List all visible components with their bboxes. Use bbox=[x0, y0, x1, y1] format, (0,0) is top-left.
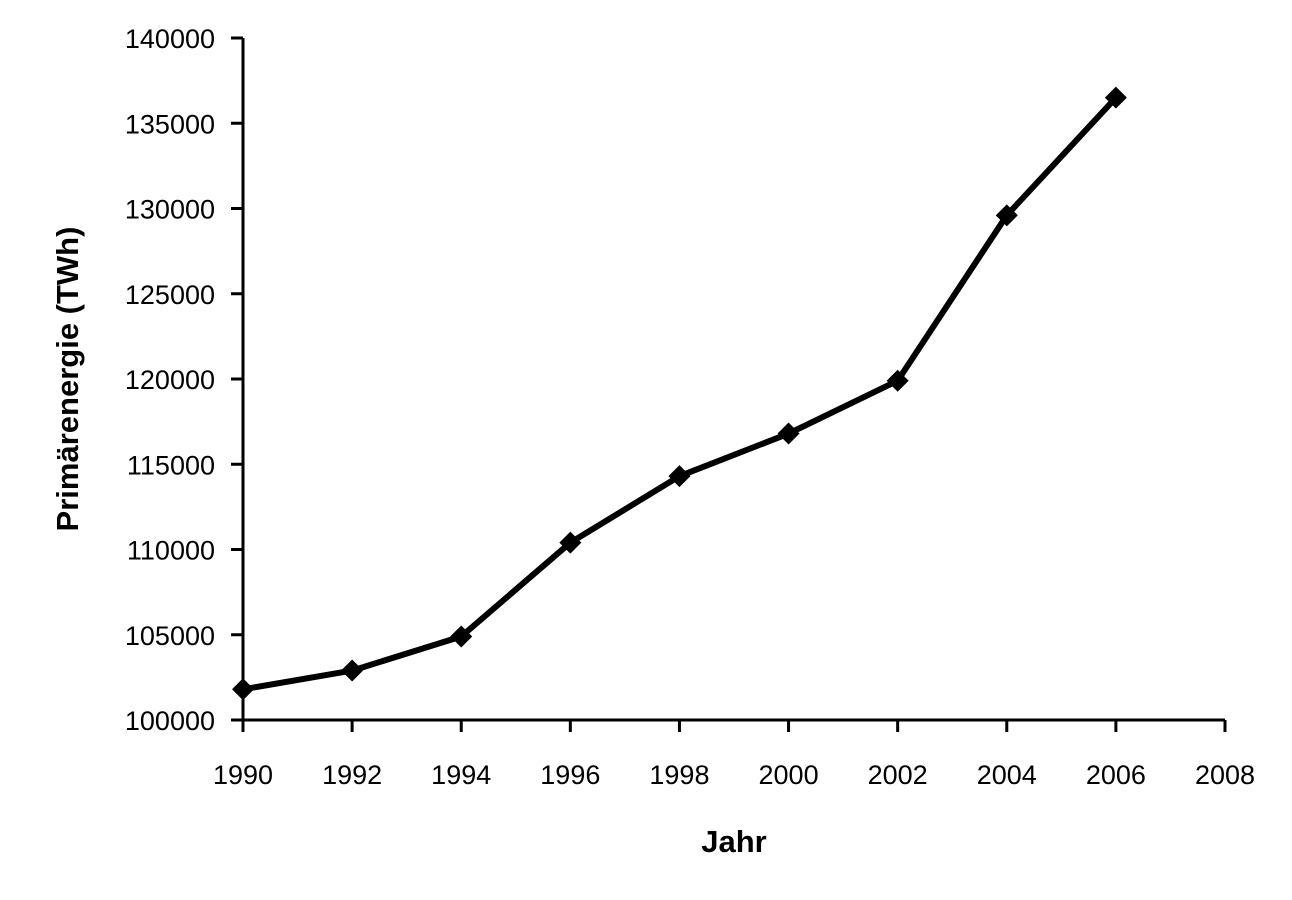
data-point-marker bbox=[995, 204, 1018, 227]
data-point-marker bbox=[886, 369, 909, 392]
y-tick-label: 110000 bbox=[127, 536, 215, 566]
data-point-marker bbox=[232, 678, 254, 701]
y-tick-label: 105000 bbox=[125, 621, 215, 651]
x-tick-label: 1996 bbox=[540, 760, 600, 790]
data-point-marker bbox=[1104, 86, 1127, 109]
x-axis-ticks: 1990 1992 1994 1996 1998 2000 2002 2004 2006 2008 bbox=[213, 720, 1255, 790]
x-tick-label: 1990 bbox=[213, 760, 273, 790]
x-tick-label: 2004 bbox=[977, 760, 1037, 790]
x-tick-label: 2000 bbox=[759, 760, 819, 790]
x-tick-label: 1992 bbox=[322, 760, 382, 790]
data-point-marker bbox=[668, 465, 691, 488]
y-tick-label: 115000 bbox=[127, 450, 215, 480]
y-tick-label: 125000 bbox=[125, 280, 215, 310]
x-tick-label: 2008 bbox=[1195, 760, 1255, 790]
x-tick-label: 2002 bbox=[868, 760, 928, 790]
x-tick-label: 1994 bbox=[431, 760, 491, 790]
y-tick-label: 120000 bbox=[125, 365, 215, 395]
y-axis-ticks: 100000 105000 110000 115000 120000 125000 1300… bbox=[125, 24, 243, 736]
data-point-marker bbox=[777, 422, 800, 445]
plot-area: 100000 105000 110000 115000 120000 125000 1300… bbox=[125, 24, 1255, 790]
y-tick-label: 100000 bbox=[125, 706, 215, 736]
y-tick-label: 130000 bbox=[125, 195, 215, 225]
series-layer bbox=[232, 86, 1127, 701]
y-tick-label: 135000 bbox=[125, 109, 215, 139]
y-tick-label: 140000 bbox=[125, 24, 215, 54]
x-tick-label: 2006 bbox=[1086, 760, 1146, 790]
series-line bbox=[242, 95, 1119, 693]
x-axis-title: Jahr bbox=[701, 824, 766, 859]
y-axis-title: Primärenergie (TWh) bbox=[50, 227, 85, 532]
data-point-marker bbox=[341, 659, 364, 682]
data-point-marker bbox=[559, 531, 582, 554]
data-point-marker bbox=[450, 625, 473, 648]
x-tick-label: 1998 bbox=[649, 760, 709, 790]
